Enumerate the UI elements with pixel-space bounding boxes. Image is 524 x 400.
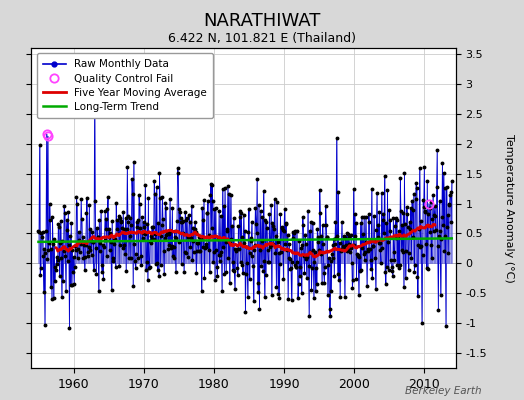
Text: 6.422 N, 101.821 E (Thailand): 6.422 N, 101.821 E (Thailand) <box>168 32 356 45</box>
Text: NARATHIWAT: NARATHIWAT <box>203 12 321 30</box>
Text: Berkeley Earth: Berkeley Earth <box>406 386 482 396</box>
Legend: Raw Monthly Data, Quality Control Fail, Five Year Moving Average, Long-Term Tren: Raw Monthly Data, Quality Control Fail, … <box>37 53 213 118</box>
Y-axis label: Temperature Anomaly (°C): Temperature Anomaly (°C) <box>504 134 514 282</box>
